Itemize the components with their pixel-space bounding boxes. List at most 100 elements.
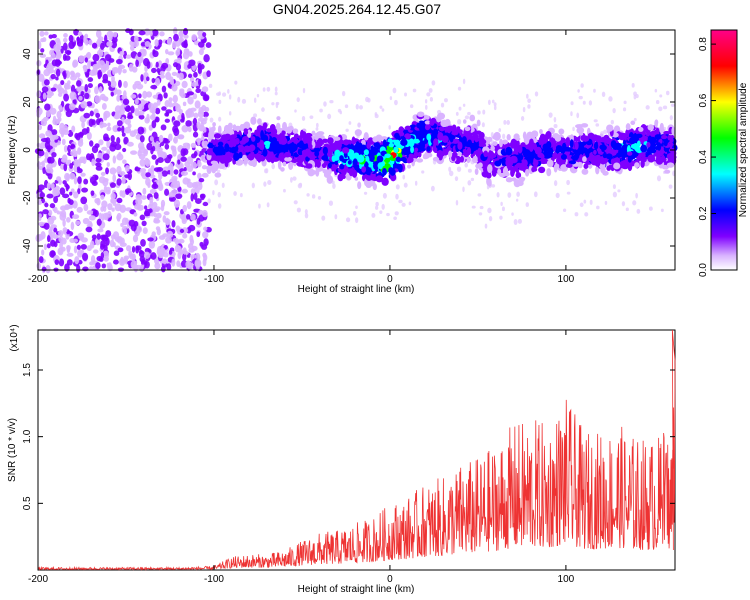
- noise-point: [123, 174, 131, 179]
- noise-point: [170, 189, 178, 195]
- noise-point: [197, 41, 205, 48]
- noise-point: [62, 227, 68, 233]
- noise-point: [118, 258, 126, 266]
- noise-point: [97, 152, 103, 159]
- noise-point: [50, 87, 57, 92]
- noise-point: [116, 94, 121, 102]
- noise-point: [145, 172, 151, 178]
- halo-point: [553, 180, 558, 187]
- noise-point: [125, 28, 131, 34]
- halo-point: [527, 104, 531, 109]
- ridge-point: [634, 162, 640, 169]
- ridge-point: [250, 116, 257, 125]
- ridge-point: [230, 134, 238, 139]
- ridge-point: [663, 130, 671, 135]
- ridge-point: [404, 125, 412, 131]
- noise-point: [35, 107, 43, 116]
- halo-point: [596, 205, 600, 210]
- ridge-point: [481, 170, 490, 178]
- halo-point: [261, 107, 265, 112]
- noise-point: [45, 130, 52, 137]
- noise-point: [54, 259, 60, 266]
- ridge-point: [239, 124, 245, 131]
- noise-point: [112, 125, 119, 133]
- noise-point: [134, 167, 142, 172]
- halo-point: [662, 105, 668, 110]
- ridge-point: [246, 129, 252, 139]
- noise-point: [133, 129, 139, 134]
- halo-point: [583, 199, 587, 204]
- noise-point: [91, 158, 96, 167]
- ridge-point: [552, 152, 558, 160]
- noise-point: [155, 61, 159, 68]
- noise-point: [98, 60, 106, 69]
- noise-point: [68, 34, 74, 43]
- noise-point: [119, 204, 127, 213]
- ridge-point: [438, 126, 445, 132]
- noise-point: [154, 206, 161, 211]
- ridge-point: [363, 149, 369, 156]
- snr-xtick-label: 100: [558, 574, 575, 585]
- ridge-point: [408, 153, 414, 159]
- ridge-point: [573, 137, 580, 142]
- halo-point: [470, 177, 475, 182]
- ridge-point: [426, 146, 431, 152]
- ridge-point: [221, 134, 229, 140]
- colorbar: 0.0 0.2 0.4 0.6 0.8 Normalized spectral ampl…: [698, 29, 749, 277]
- noise-point: [168, 249, 173, 255]
- noise-point: [77, 132, 85, 137]
- noise-point: [185, 260, 192, 269]
- ridge-point: [593, 149, 597, 155]
- ridge-point: [448, 150, 453, 158]
- noise-point: [121, 125, 125, 134]
- halo-point: [487, 207, 492, 214]
- halo-point: [617, 189, 621, 193]
- halo-point: [455, 111, 459, 116]
- noise-point: [195, 88, 201, 94]
- noise-point: [38, 133, 46, 139]
- ridge-point: [381, 177, 389, 186]
- ridge-point: [579, 154, 584, 163]
- noise-point: [92, 53, 100, 62]
- halo-point: [355, 205, 358, 209]
- halo-point: [296, 97, 300, 103]
- halo-point: [481, 122, 485, 128]
- noise-point: [70, 221, 75, 231]
- ridge-point: [206, 147, 214, 156]
- noise-point: [125, 105, 131, 113]
- noise-point: [44, 157, 49, 163]
- halo-point: [379, 210, 383, 214]
- ridge-point: [307, 153, 313, 158]
- ridge-point: [242, 159, 248, 165]
- halo-point: [548, 112, 553, 118]
- noise-point: [201, 209, 208, 218]
- noise-point: [91, 119, 96, 126]
- noise-point: [100, 243, 105, 250]
- halo-point: [292, 176, 297, 181]
- noise-point: [57, 87, 65, 94]
- snr-x-label: Height of straight line (km): [298, 584, 415, 595]
- spectrogram-xtick-label: -100: [204, 274, 224, 285]
- ridge-point: [667, 154, 672, 163]
- ridge-point: [581, 147, 588, 154]
- halo-point: [408, 201, 412, 206]
- halo-point: [214, 179, 219, 186]
- noise-point: [65, 173, 70, 182]
- noise-point: [57, 157, 62, 167]
- noise-point: [168, 195, 174, 202]
- ridge-point: [366, 168, 373, 173]
- halo-point: [658, 106, 663, 112]
- noise-point: [59, 122, 65, 131]
- ridge-point: [666, 162, 675, 168]
- noise-point: [181, 112, 185, 120]
- noise-point: [201, 172, 209, 178]
- ridge-point: [524, 168, 530, 177]
- noise-point: [80, 196, 88, 205]
- ridge-point: [269, 123, 276, 132]
- noise-point: [53, 43, 61, 53]
- noise-point: [56, 210, 60, 215]
- ridge-point: [337, 173, 344, 182]
- ridge-point: [654, 120, 658, 128]
- ridge-point: [475, 130, 482, 135]
- noise-point: [83, 178, 89, 185]
